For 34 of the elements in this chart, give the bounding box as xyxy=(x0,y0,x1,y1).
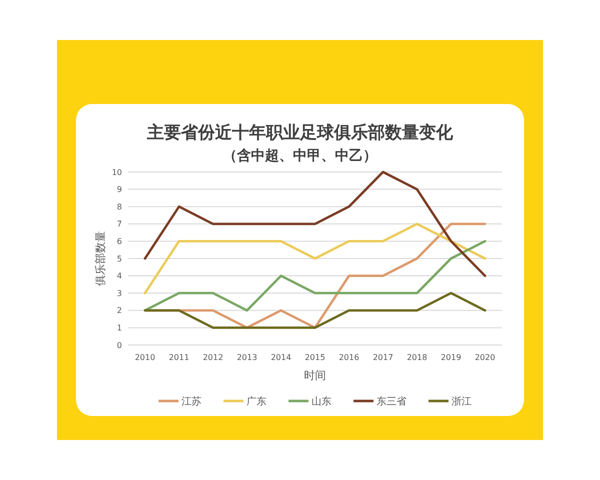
x-tick-label: 2014 xyxy=(270,352,292,362)
y-tick-label: 2 xyxy=(116,306,122,316)
y-tick-label: 6 xyxy=(116,237,122,246)
y-tick-label: 0 xyxy=(116,340,122,350)
y-tick-label: 5 xyxy=(116,254,122,264)
x-axis-title: 时间 xyxy=(304,369,326,382)
line-series xyxy=(144,170,486,277)
x-tick-label: 2018 xyxy=(406,352,428,362)
x-tick-label: 2013 xyxy=(236,352,258,362)
x-tick-label: 2011 xyxy=(168,352,190,362)
y-tick-label: 4 xyxy=(116,272,122,281)
legend-label: 广东 xyxy=(246,396,266,408)
legend-label: 江苏 xyxy=(182,396,202,408)
y-tick-label: 1 xyxy=(116,324,122,332)
line-series xyxy=(144,222,486,294)
legend-label: 浙江 xyxy=(452,396,472,408)
legend-label: 东三省 xyxy=(376,396,406,408)
chart-title: 主要省份近十年职业足球俱乐部数量变化 xyxy=(146,123,454,143)
y-axis-title: 俱乐部数量 xyxy=(94,231,107,286)
x-tick-label: 2017 xyxy=(372,352,394,362)
x-tick-label: 2016 xyxy=(338,352,360,362)
y-tick-label: 3 xyxy=(116,288,122,298)
y-tick-label: 10 xyxy=(112,168,122,177)
legend-label: 山东 xyxy=(312,396,332,408)
y-tick-label: 8 xyxy=(116,202,122,212)
x-tick-label: 2012 xyxy=(202,352,224,362)
y-tick-label: 7 xyxy=(116,220,122,229)
x-tick-label: 2010 xyxy=(134,352,156,362)
x-tick-label: 2015 xyxy=(304,352,326,362)
line-series xyxy=(144,240,486,312)
y-tick-label: 9 xyxy=(116,185,122,194)
x-tick-label: 2020 xyxy=(474,352,496,362)
chart-subtitle: （含中超、中甲、中乙） xyxy=(223,148,377,164)
x-tick-label: 2019 xyxy=(440,352,462,362)
